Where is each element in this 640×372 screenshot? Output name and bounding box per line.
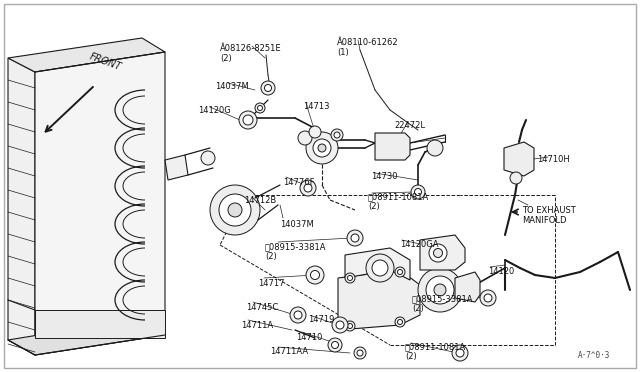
Text: A·7^0·3: A·7^0·3 (578, 351, 610, 360)
Circle shape (347, 230, 363, 246)
Circle shape (290, 307, 306, 323)
Text: ⓝ08915-3381A
(2): ⓝ08915-3381A (2) (412, 294, 474, 313)
Circle shape (210, 185, 260, 235)
Polygon shape (165, 155, 188, 180)
Polygon shape (504, 142, 534, 176)
Circle shape (354, 347, 366, 359)
Circle shape (397, 269, 403, 275)
Text: 14719: 14719 (308, 315, 334, 324)
Circle shape (429, 244, 447, 262)
Polygon shape (8, 318, 165, 355)
Circle shape (328, 338, 342, 352)
Circle shape (357, 350, 363, 356)
Polygon shape (338, 270, 420, 330)
Circle shape (331, 129, 343, 141)
Polygon shape (8, 58, 35, 355)
Text: 14710H: 14710H (537, 155, 570, 164)
Text: TO EXHAUST
MANIFOLD: TO EXHAUST MANIFOLD (522, 206, 576, 225)
Text: 14717: 14717 (258, 279, 285, 288)
Circle shape (261, 81, 275, 95)
Circle shape (345, 273, 355, 283)
Bar (35, 310, 165, 338)
Circle shape (243, 115, 253, 125)
Circle shape (309, 126, 321, 138)
Text: 14120G: 14120G (198, 106, 231, 115)
Text: 14037M: 14037M (215, 82, 249, 91)
Text: ⓝ08911-1081A
(2): ⓝ08911-1081A (2) (405, 342, 467, 362)
Text: 14745C: 14745C (246, 303, 278, 312)
Circle shape (300, 180, 316, 196)
Circle shape (434, 284, 446, 296)
Circle shape (395, 267, 405, 277)
Text: 14120GA: 14120GA (400, 240, 438, 249)
Polygon shape (345, 248, 410, 280)
Circle shape (411, 185, 425, 199)
Circle shape (366, 254, 394, 282)
Circle shape (332, 341, 339, 349)
Circle shape (418, 268, 462, 312)
Circle shape (294, 311, 302, 319)
Circle shape (228, 203, 242, 217)
Circle shape (298, 131, 312, 145)
Circle shape (334, 132, 340, 138)
Circle shape (255, 103, 265, 113)
Text: ⓥ08915-3381A
(2): ⓥ08915-3381A (2) (265, 242, 326, 262)
Polygon shape (455, 272, 480, 302)
Circle shape (264, 84, 271, 92)
Text: ⓝ08911-1081A
(2): ⓝ08911-1081A (2) (368, 192, 429, 211)
Circle shape (484, 294, 492, 302)
Circle shape (426, 276, 454, 304)
Circle shape (332, 317, 348, 333)
Text: 14730: 14730 (371, 172, 397, 181)
Text: 22472L: 22472L (394, 121, 425, 130)
Circle shape (415, 189, 422, 196)
Text: 14711AA: 14711AA (270, 347, 308, 356)
Circle shape (456, 349, 464, 357)
Circle shape (201, 151, 215, 165)
Polygon shape (420, 235, 465, 270)
Circle shape (351, 234, 359, 242)
Circle shape (313, 139, 331, 157)
Text: 14120: 14120 (488, 267, 515, 276)
Circle shape (480, 290, 496, 306)
Circle shape (348, 324, 353, 328)
Circle shape (427, 140, 443, 156)
Text: 14711A: 14711A (241, 321, 273, 330)
Polygon shape (35, 52, 165, 355)
Text: Â08110-61262
(1): Â08110-61262 (1) (337, 38, 399, 57)
Circle shape (397, 320, 403, 324)
Circle shape (345, 321, 355, 331)
Polygon shape (375, 133, 410, 160)
Text: 14037M: 14037M (280, 220, 314, 229)
Circle shape (395, 317, 405, 327)
Polygon shape (8, 38, 165, 72)
Circle shape (304, 184, 312, 192)
Circle shape (452, 345, 468, 361)
Circle shape (239, 111, 257, 129)
Circle shape (257, 106, 262, 110)
Text: Â08126-8251E
(2): Â08126-8251E (2) (220, 44, 282, 63)
Circle shape (348, 276, 353, 280)
Circle shape (306, 132, 338, 164)
Circle shape (433, 248, 442, 257)
Text: 14713: 14713 (303, 102, 330, 111)
Text: FRONT: FRONT (88, 51, 123, 72)
Circle shape (372, 260, 388, 276)
Text: 14710: 14710 (296, 333, 323, 342)
Circle shape (336, 321, 344, 329)
Text: 14712B: 14712B (244, 196, 276, 205)
Circle shape (219, 194, 251, 226)
Text: 14776F: 14776F (283, 178, 314, 187)
Circle shape (510, 172, 522, 184)
Circle shape (318, 144, 326, 152)
Circle shape (310, 270, 319, 279)
Circle shape (306, 266, 324, 284)
